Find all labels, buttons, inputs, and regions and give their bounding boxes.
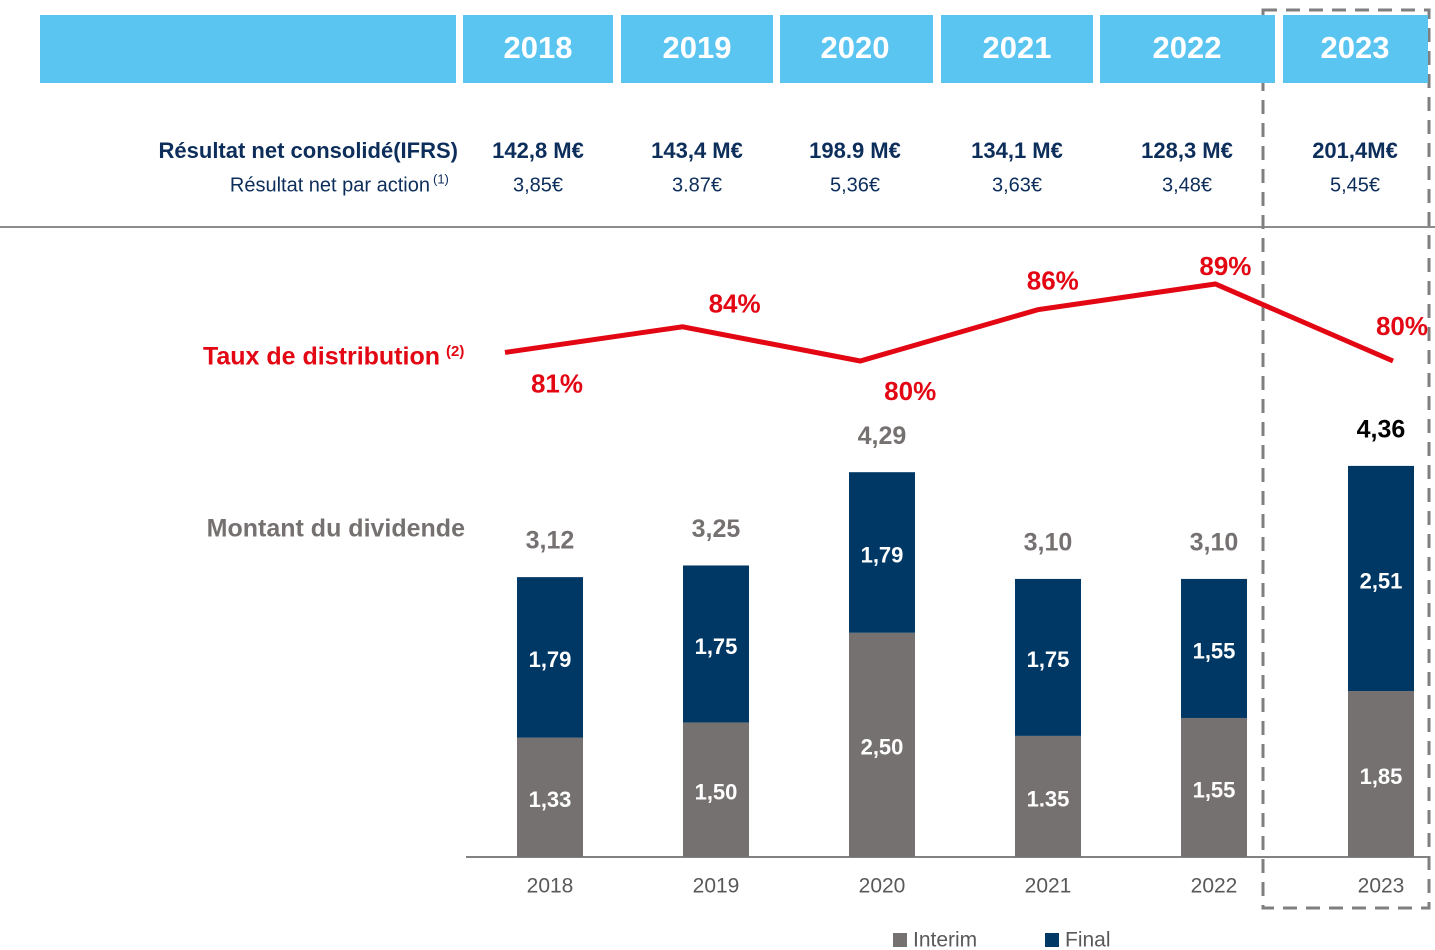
segment-label: 1,33 [529,787,572,812]
x-tick-label: 2019 [693,875,740,898]
bar-segment [849,472,915,633]
header-cell [780,15,933,83]
segment-label: 2,50 [861,735,904,760]
row-value: 134,1 M€ [971,138,1063,163]
bar-segment [1181,578,1247,718]
bar-segment [1181,717,1247,857]
row-label: Résultat net consolidé(IFRS) [159,138,458,163]
line-label: 84% [709,289,761,319]
segment-label: 1,79 [861,542,904,567]
total-label: 3,10 [1190,529,1239,557]
segment-label: 1,79 [529,647,572,672]
row-value: 3,48€ [1162,174,1212,196]
total-label: 4,36 [1357,416,1406,444]
total-label: 3,10 [1024,529,1073,557]
x-tick-label: 2020 [859,875,906,898]
segment-label: 1,50 [695,780,738,805]
header-cell [1283,15,1428,83]
x-tick-label: 2022 [1191,875,1238,898]
line-label: 80% [1376,311,1428,341]
header-cell [621,15,773,83]
bar-segment [1348,691,1414,857]
bar-segment [517,577,583,738]
row-value: 143,4 M€ [651,138,743,163]
row-value: 142,8 M€ [492,138,584,163]
bar-segment [1348,465,1414,692]
segment-label: 1,55 [1193,777,1236,802]
bar-segment [1015,578,1081,736]
total-label: 4,29 [858,422,907,450]
row-value: 198.9 M€ [809,138,901,163]
bar-segment [683,565,749,723]
segment-label: 1,75 [695,634,738,659]
row-label: Résultat net par action [230,174,430,196]
header-year: 2020 [821,30,890,65]
payout-line [504,281,1394,364]
header-year: 2022 [1153,30,1222,65]
row-note: (1) [433,171,449,186]
line-label: 89% [1199,251,1251,281]
header-year: 2019 [663,30,732,65]
segment-label: 1,75 [1027,647,1070,672]
header-cell [941,15,1093,83]
segment-label: 1,85 [1360,764,1403,789]
line-label: 80% [884,376,936,406]
row-value: 5,45€ [1330,174,1380,196]
bar-segment [849,632,915,857]
row-value: 3,85€ [513,174,563,196]
header-cell [40,15,456,83]
bar-segment [683,722,749,857]
x-tick-label: 2018 [527,875,574,898]
line-label: 81% [531,368,583,398]
segment-label: 1,55 [1193,638,1236,663]
row-value: 3,63€ [992,174,1042,196]
highlight-box [1261,8,1431,910]
header-cell [463,15,613,83]
total-label: 3,12 [526,527,575,555]
header-year: 2018 [504,30,573,65]
row-value: 3.87€ [672,174,722,196]
total-label: 3,25 [692,515,741,543]
bar-label: Montant du dividende [207,515,465,543]
row-value: 5,36€ [830,174,880,196]
line-note: (2) [446,343,464,360]
row-value: 128,3 M€ [1141,138,1233,163]
line-label: Taux de distribution [203,343,440,371]
legend-swatch [1045,933,1059,947]
x-tick-label: 2023 [1358,875,1405,898]
bar-segment [517,737,583,857]
header-cell [1100,15,1275,83]
header-year: 2021 [983,30,1052,65]
header-year: 2023 [1321,30,1390,65]
legend-swatch [893,933,907,947]
x-tick-label: 2021 [1025,875,1072,898]
segment-label: 2,51 [1360,568,1403,593]
segment-label: 1.35 [1027,786,1070,811]
line-label: 86% [1027,266,1079,296]
bar-segment [1015,735,1081,857]
legend-label: Final [1065,929,1111,950]
row-value: 201,4M€ [1312,138,1398,163]
legend-label: Interim [913,929,977,950]
